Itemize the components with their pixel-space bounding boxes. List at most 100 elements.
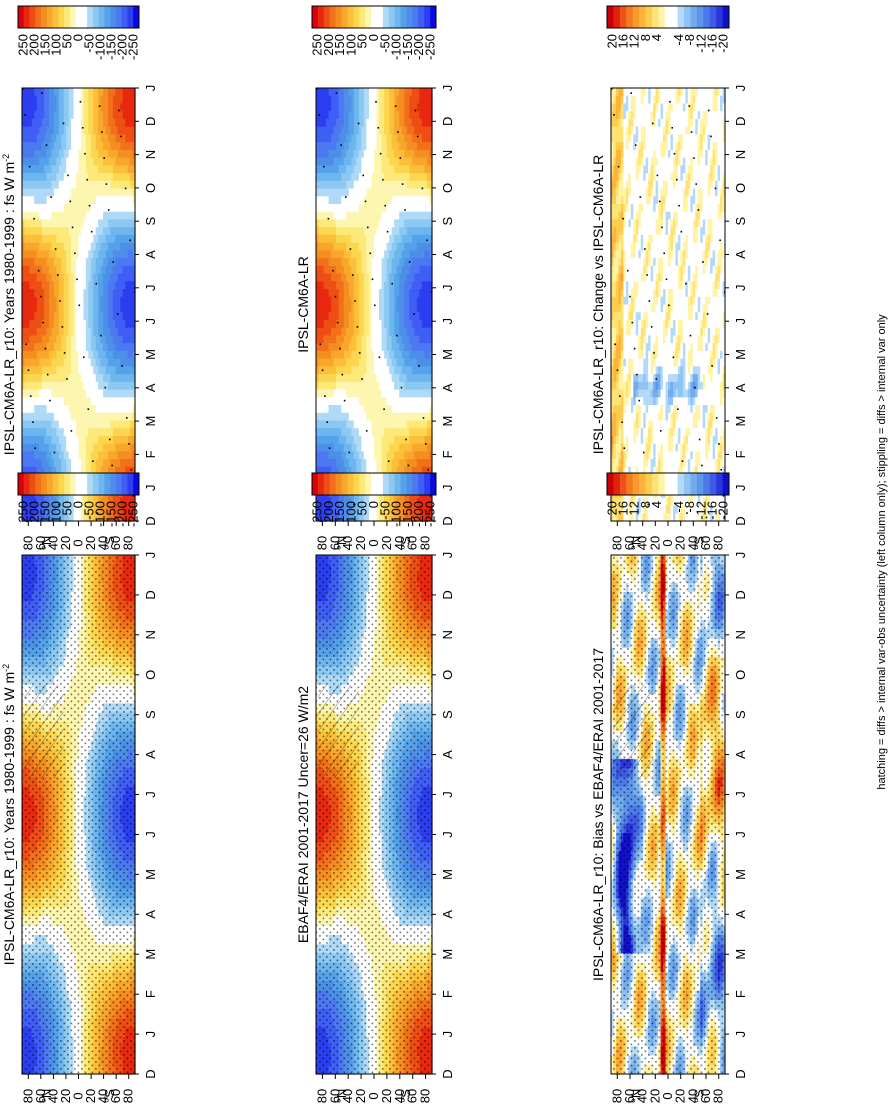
heatmap-cell bbox=[36, 211, 40, 221]
heatmap-cell bbox=[51, 227, 55, 236]
heatmap-cell bbox=[22, 188, 26, 197]
heatmap-cell bbox=[49, 142, 53, 151]
heatmap-cell bbox=[58, 211, 62, 221]
heatmap-cell bbox=[63, 343, 67, 352]
heatmap-cell bbox=[51, 211, 55, 221]
heatmap-cell bbox=[26, 312, 30, 321]
heatmap-cell bbox=[73, 435, 77, 445]
heatmap-cell bbox=[68, 435, 72, 445]
heatmap-cell bbox=[46, 327, 50, 337]
heatmap-cell bbox=[68, 381, 72, 391]
stipple-dot bbox=[57, 274, 59, 276]
heatmap-cell bbox=[39, 327, 43, 337]
heatmap-cell bbox=[24, 435, 28, 445]
heatmap-cell bbox=[53, 234, 57, 244]
heatmap-cell bbox=[53, 281, 57, 290]
heatmap-cell bbox=[31, 513, 35, 522]
heatmap-cell bbox=[24, 273, 28, 282]
heatmap-cell bbox=[44, 358, 48, 367]
heatmap-cell bbox=[49, 296, 53, 306]
heatmap-cell bbox=[53, 412, 57, 422]
heatmap-cell bbox=[73, 103, 77, 112]
heatmap-cell bbox=[63, 412, 67, 422]
heatmap-cell bbox=[34, 149, 38, 159]
heatmap-cell bbox=[46, 88, 50, 97]
heatmap-cell bbox=[56, 289, 60, 298]
heatmap-cell bbox=[51, 126, 55, 135]
heatmap-cell bbox=[22, 335, 26, 344]
heatmap-cell bbox=[63, 157, 67, 166]
heatmap-cell bbox=[51, 157, 55, 166]
heatmap-cell bbox=[73, 459, 77, 468]
heatmap-cell bbox=[53, 203, 57, 213]
heatmap-cell bbox=[76, 219, 80, 228]
heatmap-cell bbox=[61, 250, 65, 259]
heatmap-cell bbox=[56, 459, 60, 468]
heatmap-cell bbox=[73, 513, 77, 522]
heatmap-cell bbox=[31, 273, 35, 282]
heatmap-cell bbox=[61, 397, 65, 406]
heatmap-cell bbox=[41, 428, 45, 437]
heatmap-cell bbox=[36, 374, 40, 383]
heatmap-cell bbox=[56, 149, 60, 159]
heatmap-cell bbox=[31, 435, 35, 445]
heatmap-cell bbox=[39, 281, 43, 290]
stipple-dot bbox=[129, 239, 131, 242]
heatmap-cell bbox=[26, 459, 30, 468]
heatmap-cell bbox=[53, 497, 57, 507]
heatmap-cell bbox=[49, 134, 53, 143]
heatmap-cell bbox=[39, 111, 43, 120]
heatmap-cell bbox=[26, 343, 30, 352]
heatmap-cell bbox=[36, 420, 40, 429]
heatmap-cell bbox=[22, 513, 26, 522]
heatmap-cell bbox=[66, 350, 70, 360]
heatmap-cell bbox=[39, 389, 43, 398]
heatmap-cell bbox=[22, 389, 26, 398]
heatmap-cell bbox=[22, 258, 26, 267]
heatmap-cell bbox=[68, 157, 72, 166]
month-tick-label: S bbox=[143, 217, 158, 226]
heatmap-cell bbox=[24, 165, 28, 174]
heatmap-cell bbox=[36, 242, 40, 251]
heatmap-cell bbox=[73, 420, 77, 429]
heatmap-cell bbox=[53, 312, 57, 321]
heatmap-cell bbox=[71, 343, 75, 352]
heatmap-cell bbox=[46, 497, 50, 507]
colorbar-swatch bbox=[121, 6, 128, 28]
heatmap-cell bbox=[61, 319, 65, 329]
heatmap-cell bbox=[63, 95, 67, 105]
heatmap-cell bbox=[31, 466, 35, 476]
heatmap-cell bbox=[51, 428, 55, 437]
heatmap-cell bbox=[66, 265, 70, 275]
heatmap-cell bbox=[76, 327, 80, 337]
heatmap-cell bbox=[39, 319, 43, 329]
heatmap-cell bbox=[78, 219, 82, 228]
heatmap-cell bbox=[31, 142, 35, 151]
heatmap-cell bbox=[22, 265, 26, 275]
heatmap-cell bbox=[49, 420, 53, 429]
heatmap-cell bbox=[39, 273, 43, 282]
heatmap-cell bbox=[29, 242, 33, 251]
heatmap-cell bbox=[31, 420, 35, 429]
heatmap-cell bbox=[58, 234, 62, 244]
heatmap-cell bbox=[51, 327, 55, 337]
heatmap-cell bbox=[46, 196, 50, 205]
heatmap-cell bbox=[24, 227, 28, 236]
stipple-dot bbox=[70, 430, 73, 432]
heatmap-cell bbox=[58, 289, 62, 298]
heatmap-cell bbox=[61, 111, 65, 120]
heatmap-cell bbox=[41, 312, 45, 321]
heatmap-cell bbox=[44, 203, 48, 213]
heatmap-cell bbox=[51, 196, 55, 205]
heatmap-cell bbox=[58, 227, 62, 236]
stipple-dot bbox=[62, 122, 65, 125]
heatmap-cell bbox=[51, 111, 55, 120]
heatmap-cell bbox=[29, 258, 33, 267]
heatmap-cell bbox=[34, 103, 38, 112]
heatmap-cell bbox=[29, 289, 33, 298]
heatmap-cell bbox=[56, 242, 60, 251]
heatmap-cell bbox=[44, 335, 48, 344]
heatmap-cell bbox=[36, 505, 40, 514]
heatmap-cell bbox=[73, 374, 77, 383]
heatmap-cell bbox=[66, 513, 70, 522]
